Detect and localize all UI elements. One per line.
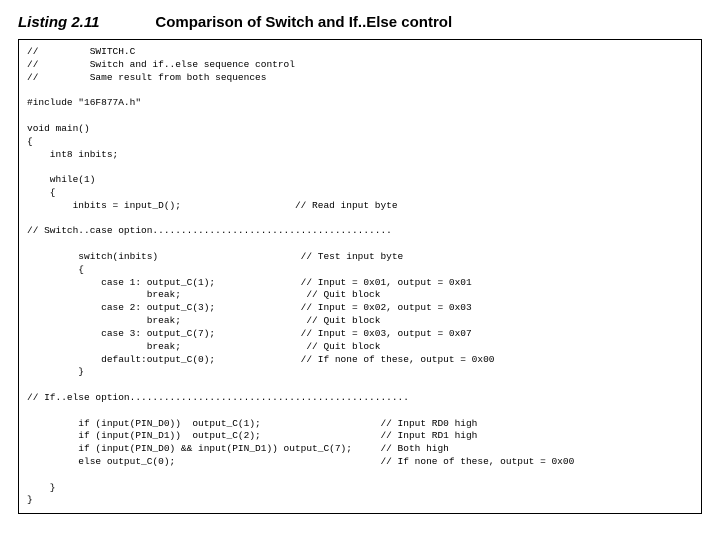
listing-label: Listing 2.11 [18,14,99,31]
listing-title: Comparison of Switch and If..Else contro… [155,14,452,31]
listing-header: Listing 2.11 Comparison of Switch and If… [18,14,702,31]
code-listing: // SWITCH.C // Switch and if..else seque… [18,39,702,514]
